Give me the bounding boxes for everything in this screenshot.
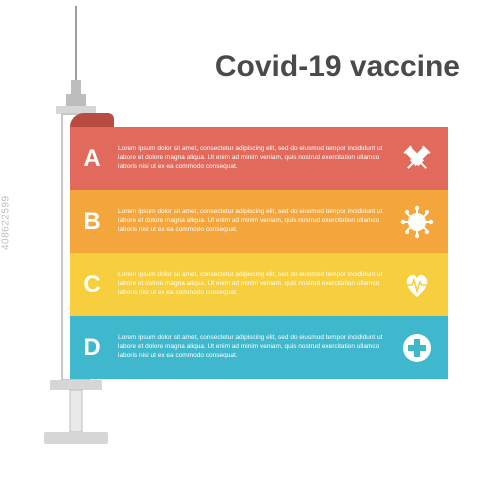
band-letter: C (70, 271, 114, 299)
band-d: D Lorem ipsum dolor sit amet, consectetu… (70, 316, 448, 379)
band-letter: D (70, 334, 114, 362)
band-text: Lorem ipsum dolor sit amet, consectetur … (114, 208, 448, 234)
band-c: C Lorem ipsum dolor sit amet, consectetu… (70, 253, 448, 316)
syringes-icon (400, 142, 434, 176)
info-bands: A Lorem ipsum dolor sit amet, consectetu… (70, 127, 448, 379)
heart-icon (400, 268, 434, 302)
band-letter: A (70, 145, 114, 173)
virus-icon (400, 205, 434, 239)
page-title: Covid-19 vaccine (215, 50, 460, 84)
band-letter: B (70, 208, 114, 236)
band-text: Lorem ipsum dolor sit amet, consectetur … (114, 334, 448, 360)
band-text: Lorem ipsum dolor sit amet, consectetur … (114, 271, 448, 297)
band-text: Lorem ipsum dolor sit amet, consectetur … (114, 145, 448, 171)
plus-icon (400, 331, 434, 365)
band-curl (70, 113, 114, 127)
watermark: 408622599 (1, 195, 12, 250)
band-a: A Lorem ipsum dolor sit amet, consectetu… (70, 127, 448, 190)
band-b: B Lorem ipsum dolor sit amet, consectetu… (70, 190, 448, 253)
